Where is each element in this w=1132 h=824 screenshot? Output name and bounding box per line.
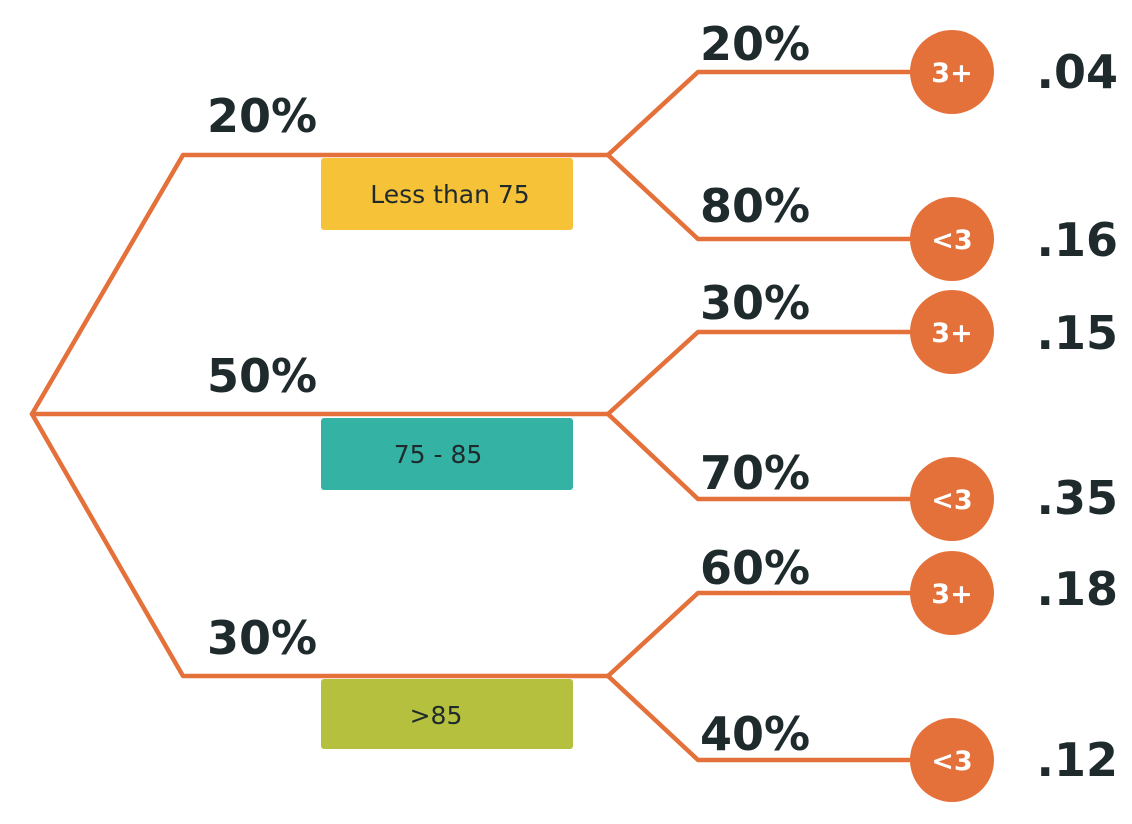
leaf-circle <box>910 718 994 802</box>
leaf-circle <box>910 290 994 374</box>
joint-probability: .12 <box>1037 733 1119 787</box>
leaf-node-under3: <3 <box>910 197 994 281</box>
joint-probability: .35 <box>1037 471 1119 525</box>
leaf-label: 3+ <box>931 579 972 610</box>
category-box-bg <box>321 158 573 230</box>
leaf-circle <box>910 197 994 281</box>
outcome-probability: 30% <box>700 276 810 330</box>
leaf-label: <3 <box>931 746 972 777</box>
category-label: Less than 75 <box>370 180 529 209</box>
joint-probability: .16 <box>1037 213 1119 267</box>
outcome-edge-75-85-3plus <box>605 329 938 417</box>
leaf-node-under3: <3 <box>910 718 994 802</box>
category-box-over-85: >85 <box>321 679 573 749</box>
outcome-probability: 60% <box>700 541 810 595</box>
branch-probability-over-85: 30% <box>207 611 317 665</box>
outcome-edge-over-85-3plus <box>605 590 938 679</box>
outcome-edge-less-than-75-under3 <box>605 152 938 242</box>
category-label: >85 <box>410 701 463 730</box>
leaf-label: <3 <box>931 485 972 516</box>
branch-edge-over-85 <box>29 411 611 679</box>
branch-probability-less-than-75: 20% <box>207 89 317 143</box>
joint-probability: .04 <box>1037 45 1119 99</box>
outcome-probability: 80% <box>700 179 810 233</box>
outcome-probability: 20% <box>700 17 810 71</box>
category-box-bg <box>321 679 573 749</box>
outcome-probability: 40% <box>700 707 810 761</box>
leaf-circle <box>910 457 994 541</box>
leaf-node-3plus: 3+ <box>910 551 994 635</box>
leaf-label: 3+ <box>931 58 972 89</box>
joint-probability: .18 <box>1037 562 1119 616</box>
branch-edge-less-than-75 <box>29 152 611 417</box>
leaf-node-under3: <3 <box>910 457 994 541</box>
leaf-label: <3 <box>931 225 972 256</box>
branch-probability-75-85: 50% <box>207 349 317 403</box>
leaf-node-3plus: 3+ <box>910 30 994 114</box>
outcome-edge-over-85-under3 <box>605 673 938 763</box>
leaf-circle <box>910 551 994 635</box>
category-box-bg <box>321 418 573 490</box>
leaf-circle <box>910 30 994 114</box>
leaf-label: 3+ <box>931 318 972 349</box>
joint-probability: .15 <box>1037 306 1119 360</box>
category-label: 75 - 85 <box>394 440 483 469</box>
outcome-edge-75-85-under3 <box>605 411 938 502</box>
outcome-edge-less-than-75-3plus <box>605 69 938 158</box>
category-box-less-than-75: Less than 75 <box>321 158 573 230</box>
leaf-node-3plus: 3+ <box>910 290 994 374</box>
category-box-75-85: 75 - 85 <box>321 418 573 490</box>
outcome-probability: 70% <box>700 446 810 500</box>
